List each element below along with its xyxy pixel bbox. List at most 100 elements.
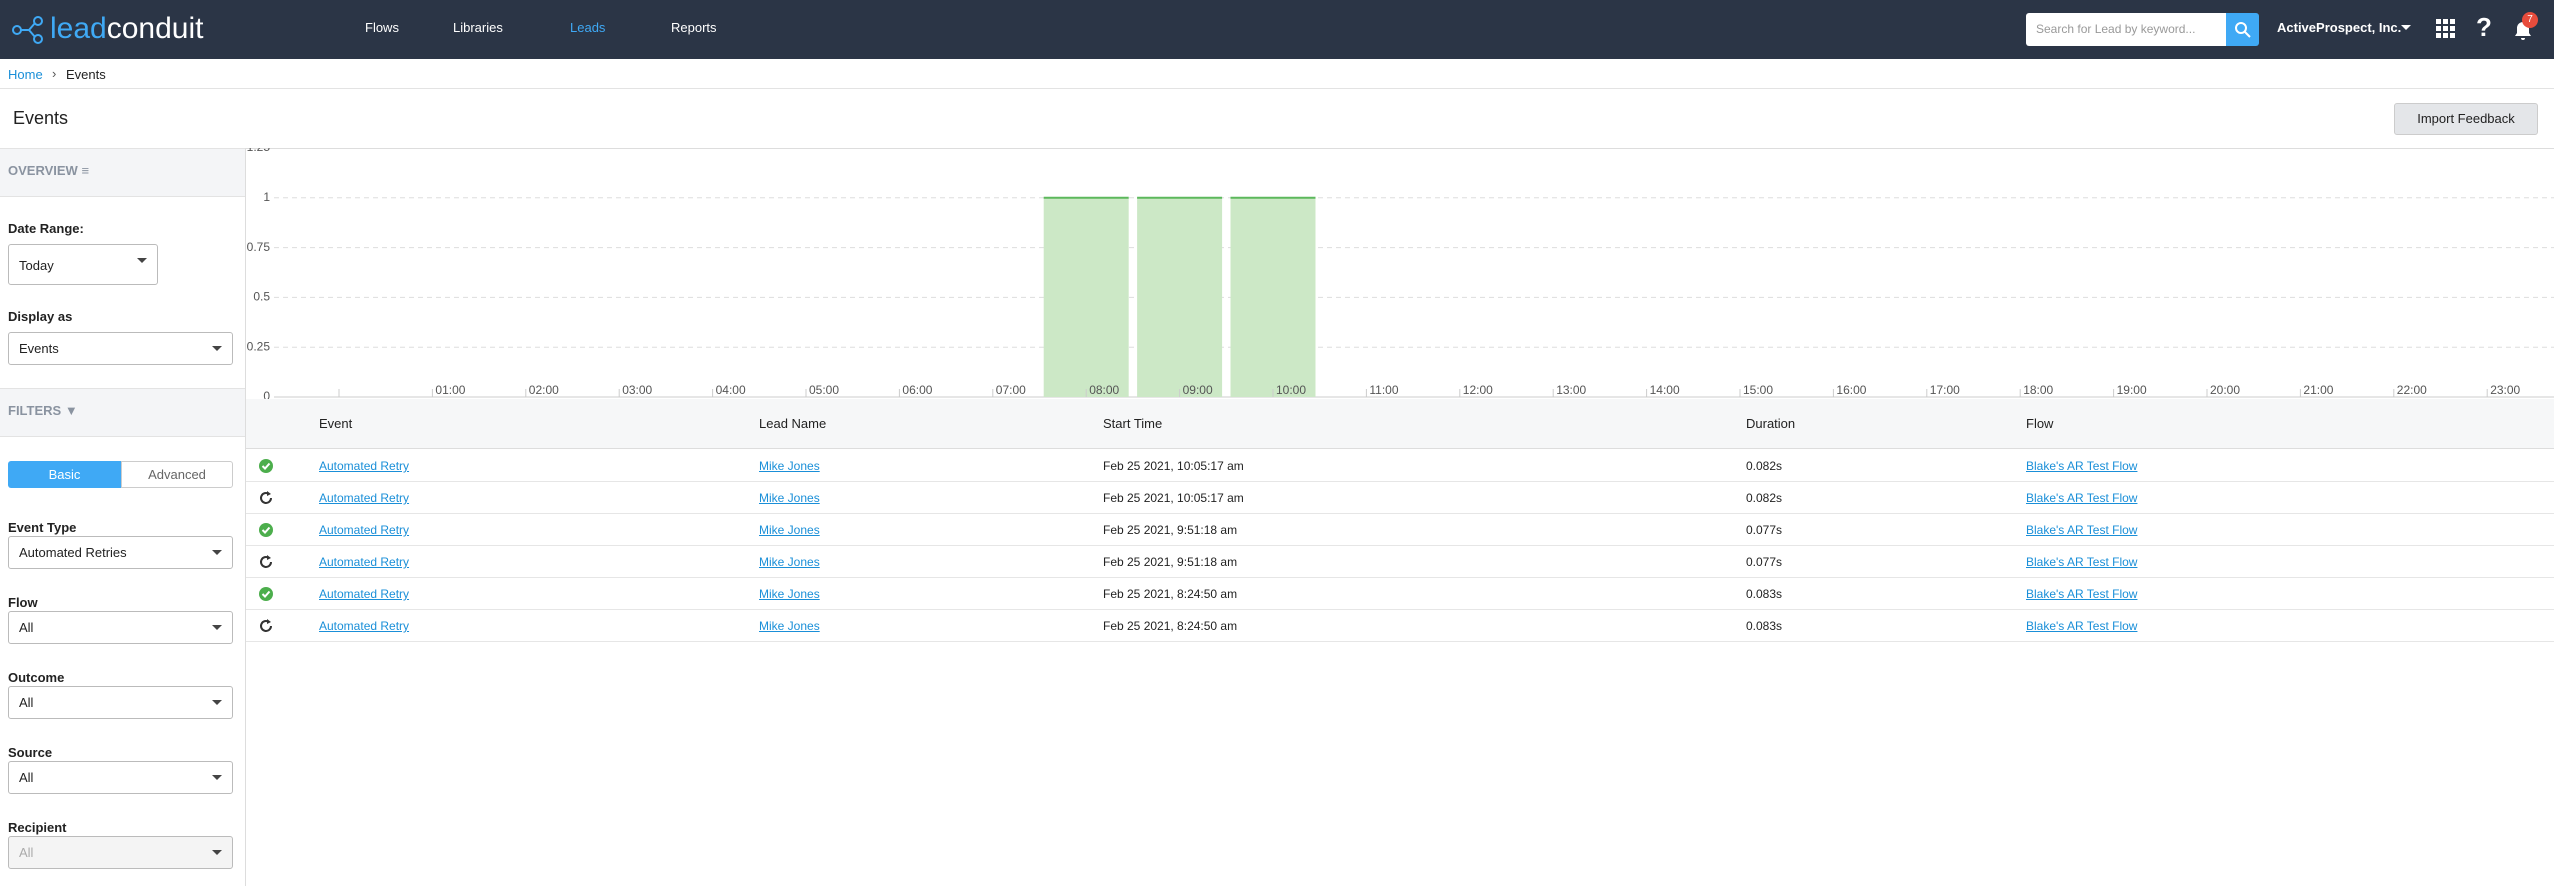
field-select[interactable]: All [8,836,233,869]
cell[interactable]: Mike Jones [759,491,820,505]
cell: Feb 25 2021, 10:05:17 am [1103,491,1244,505]
cell[interactable]: Automated Retry [319,587,410,601]
cell[interactable]: Blake's AR Test Flow [2026,523,2138,537]
y-tick-label: 0 [263,389,270,400]
display-select[interactable]: Events [8,332,233,365]
cell: 0.083s [1746,619,1783,633]
cell[interactable]: Automated Retry [319,619,410,633]
cell: 0.083s [1746,587,1783,601]
x-tick-label: 09:00 [1183,383,1213,397]
divider [0,88,2554,89]
tab-advanced[interactable]: Advanced [121,461,233,488]
cell[interactable]: Automated Retry [319,491,410,505]
x-tick-label: 05:00 [809,383,839,397]
nav-link[interactable]: Libraries [453,20,503,35]
cell[interactable]: Blake's AR Test Flow [2026,619,2138,633]
logo[interactable]: leadconduit [50,12,203,46]
column-header: Duration [1746,416,1796,431]
cell: 0.082s [1746,491,1783,505]
x-tick-label: 16:00 [1836,383,1866,397]
cell[interactable]: Blake's AR Test Flow [2026,491,2138,505]
field-select[interactable]: All [8,761,233,794]
x-tick-label: 15:00 [1743,383,1773,397]
row-border [246,513,2554,514]
cell[interactable]: Blake's AR Test Flow [2026,555,2138,569]
x-tick-label: 01:00 [435,383,465,397]
cell[interactable]: Mike Jones [759,619,820,633]
cell: 0.077s [1746,523,1783,537]
column-header: Flow [2026,416,2054,431]
search-input[interactable]: Search for Lead by keyword... [2026,13,2226,46]
field-label: Outcome [8,670,65,685]
page-title: Events [13,108,69,128]
column-header: Event [319,416,353,431]
field-select[interactable]: All [8,611,233,644]
cell[interactable]: Automated Retry [319,523,410,537]
cell[interactable]: Blake's AR Test Flow [2026,587,2138,601]
x-tick-label: 03:00 [622,383,652,397]
top-bar: leadconduit Flows Libraries Leads Report… [0,0,2554,59]
retry-icon [260,619,272,632]
bar [1137,197,1223,397]
cell[interactable]: Mike Jones [759,459,820,473]
section-title: OVERVIEW [8,163,78,178]
cell: Feb 25 2021, 8:24:50 am [1103,619,1238,633]
cell[interactable]: Automated Retry [319,459,410,473]
x-tick-label: 17:00 [1930,383,1960,397]
success-icon [259,523,273,537]
x-tick-label: 10:00 [1276,383,1306,397]
x-tick-label: 22:00 [2397,383,2427,397]
y-tick-label: 1.25 [247,148,271,154]
nav-link[interactable]: Leads [570,20,606,35]
cell: Feb 25 2021, 9:51:18 am [1103,555,1238,569]
x-tick-label: 12:00 [1463,383,1493,397]
cell[interactable]: Automated Retry [319,555,410,569]
x-tick-label: 20:00 [2210,383,2240,397]
overview-header: OVERVIEW ≡ [0,148,245,197]
notification-badge: 7 [2522,12,2538,28]
x-tick-label: 11:00 [1369,383,1398,397]
apps-icon[interactable] [2436,19,2456,39]
bar [1043,197,1129,397]
row-border [246,481,2554,482]
date-select[interactable]: Today [8,244,158,285]
table-header [246,399,2554,449]
row-border [246,609,2554,610]
success-icon [259,459,273,473]
cell: Feb 25 2021, 10:05:17 am [1103,459,1244,473]
y-tick-label: 0.75 [247,240,271,254]
account-menu[interactable]: ActiveProspect, Inc. [2277,20,2402,35]
bar [1230,197,1316,397]
y-tick-label: 0.5 [253,290,270,304]
cell: 0.082s [1746,459,1783,473]
x-tick-label: 21:00 [2303,383,2333,397]
column-header: Start Time [1103,416,1163,431]
field-label: Display as [8,309,73,324]
column-header: Lead Name [759,416,827,431]
cell: Feb 25 2021, 9:51:18 am [1103,523,1238,537]
field-select[interactable]: Automated Retries [8,536,233,569]
import-button[interactable]: Import Feedback [2394,103,2538,135]
breadcrumb-link[interactable]: Home [8,67,43,82]
cell[interactable]: Mike Jones [759,523,820,537]
tab-basic[interactable]: Basic [8,461,121,488]
cell[interactable]: Blake's AR Test Flow [2026,459,2138,473]
logo-icon [12,16,43,44]
field-select[interactable]: All [8,686,233,719]
x-tick-label: 04:00 [716,383,746,397]
cell[interactable]: Mike Jones [759,555,820,569]
help-icon[interactable]: ? [2476,12,2492,42]
row-border [246,641,2554,642]
field-label: Source [8,745,53,760]
cell[interactable]: Mike Jones [759,587,820,601]
field-label: Flow [8,595,38,610]
retry-icon [260,555,272,568]
field-label: Recipient [8,820,67,835]
nav-link[interactable]: Flows [365,20,399,35]
search-button[interactable] [2226,13,2259,46]
nav-link[interactable]: Reports [671,20,717,35]
y-tick-label: 0.25 [247,339,271,353]
x-tick-label: 07:00 [996,383,1026,397]
x-tick-label: 14:00 [1650,383,1680,397]
